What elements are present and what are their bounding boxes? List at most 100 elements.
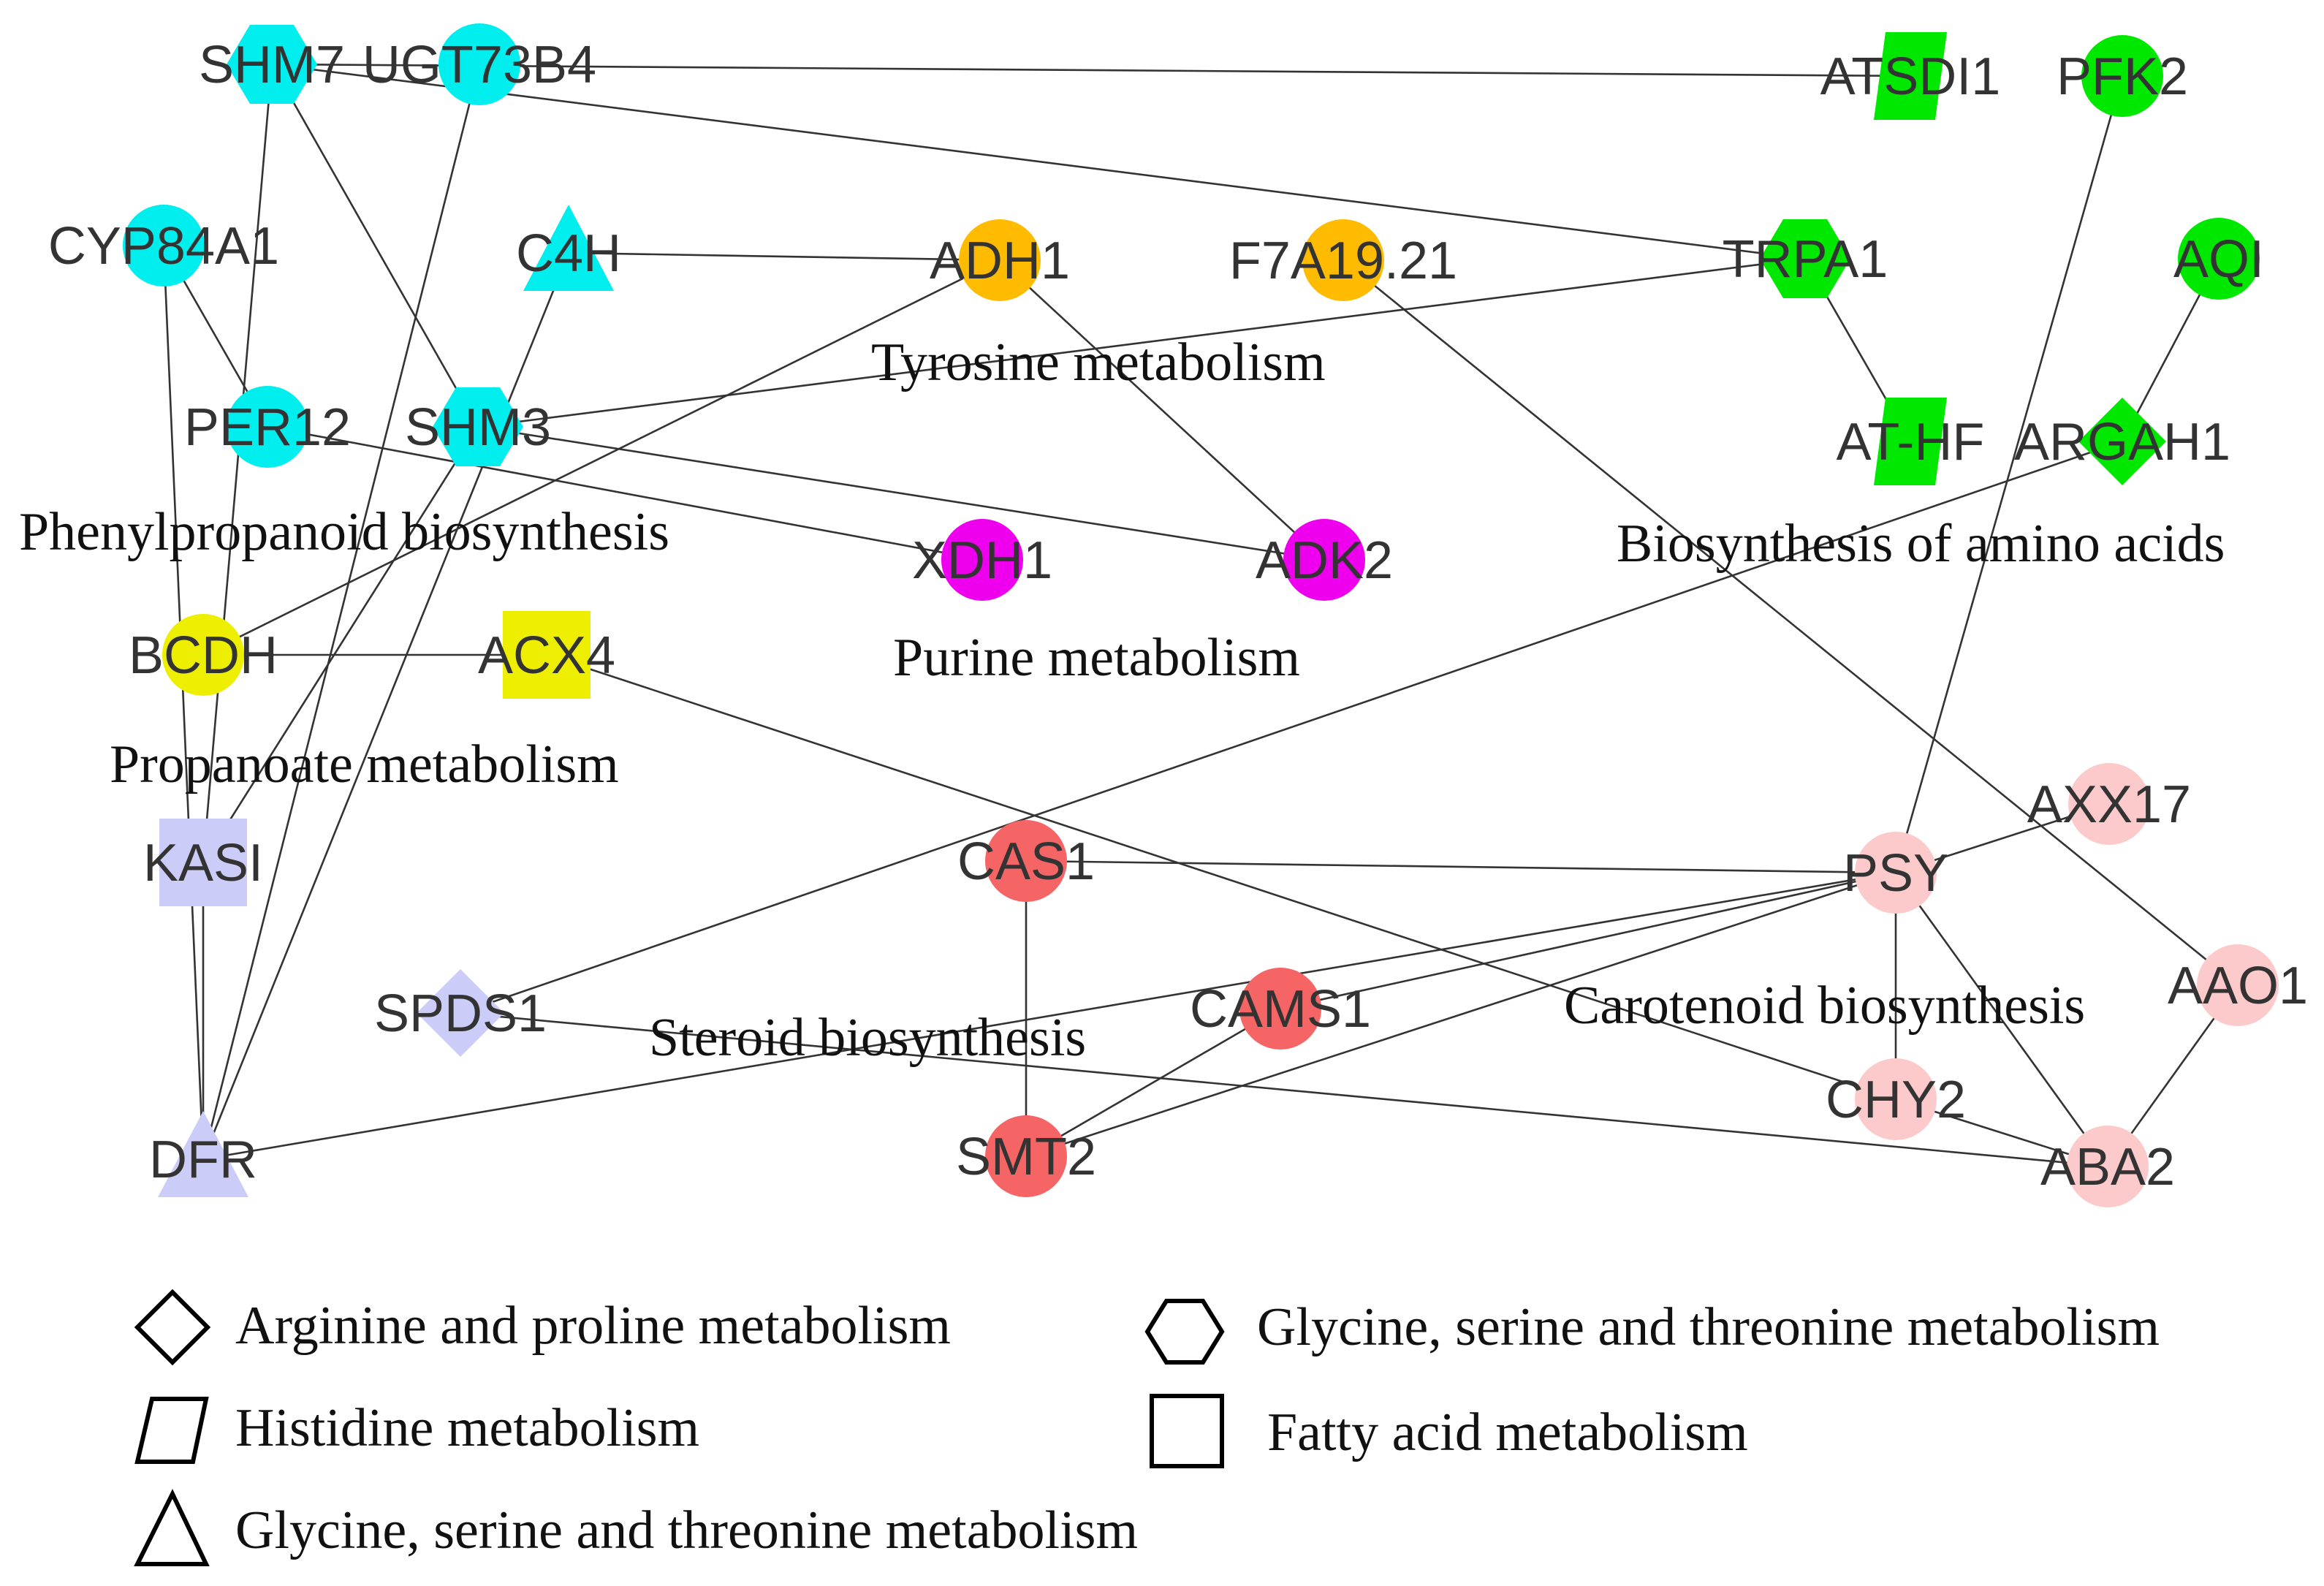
node-f7a19-21-circle-icon <box>1302 219 1384 301</box>
edge-CAMS1-PSY <box>1280 871 1896 1010</box>
pathway-label-tyrosine: Tyrosine metabolism <box>871 333 1326 392</box>
node-c4h-triangle-icon <box>523 205 614 291</box>
legend-label: Fatty acid metabolism <box>1267 1403 1748 1462</box>
node-label-argah1: ARGAH1 <box>2014 413 2230 471</box>
edge-UGT73B4-DFR <box>202 64 481 1160</box>
square-icon <box>1150 1394 1224 1468</box>
edge-SHM3-TRPA1 <box>477 257 1806 428</box>
node-label-ugt73b4: UGT73B4 <box>362 36 596 94</box>
node-dfr-triangle-icon <box>158 1111 248 1197</box>
node-axx17-circle-icon <box>2068 763 2150 845</box>
node-aba2-circle-icon <box>2067 1126 2149 1207</box>
node-cams1-circle-icon <box>1239 968 1321 1050</box>
legend-item-histidine: Histidine metabolism <box>134 1397 699 1464</box>
edge-SHM7-KASI <box>202 64 273 863</box>
node-label-per12: PER12 <box>184 398 351 457</box>
edge-F7A19.21-AAO1 <box>1343 259 2238 987</box>
parallelogram-icon <box>134 1397 209 1464</box>
edge-SMT2-PSY <box>1025 871 1896 1158</box>
edge-ACX4-CHY2 <box>546 653 1896 1101</box>
node-pfk2-circle-icon <box>2081 35 2163 117</box>
node-adk2-circle-icon <box>1283 519 1365 601</box>
node-psy-circle-icon <box>1855 832 1937 914</box>
edge-PER12-XDH1 <box>267 425 983 561</box>
legend-item-arginine-proline: Arginine and proline metabolism <box>134 1289 951 1366</box>
node-aao1-circle-icon <box>2197 944 2279 1026</box>
edge-ADH1-BCDH <box>202 259 1000 656</box>
node-argah1-diamond-icon <box>2078 398 2166 485</box>
node-label-atsdi1: ATSDI1 <box>1820 48 2001 106</box>
node-label-shm3: SHM3 <box>405 398 551 457</box>
edge-ADH1-ADK2 <box>999 259 1325 561</box>
node-xdh1-circle-icon <box>941 519 1023 601</box>
nodes-layer <box>123 23 2279 1207</box>
node-label-at-hf: AT-HF <box>1837 413 1985 471</box>
legend-item-glycine-serine-threonine-hexagon: Glycine, serine and threonine metabolism <box>1144 1297 2160 1365</box>
node-label-trpa1: TRPA1 <box>1723 230 1888 289</box>
node-label-xdh1: XDH1 <box>912 531 1052 590</box>
legend-item-glycine-serine-threonine-triangle: Glycine, serine and threonine metabolism <box>134 1489 1138 1566</box>
node-label-aba2: ABA2 <box>2040 1138 2175 1196</box>
edge-CAS1-PSY <box>1025 860 1896 874</box>
node-ugt73b4-circle-icon <box>438 23 520 105</box>
node-spds1-diamond-icon <box>417 969 504 1057</box>
node-label-acx4: ACX4 <box>478 626 615 685</box>
edge-SHM7-ATSDI1 <box>271 63 1911 77</box>
edge-PSY-ABA2 <box>1894 872 2109 1167</box>
node-per12-circle-icon <box>227 386 308 468</box>
node-acx4-square-icon <box>503 611 591 699</box>
edge-PFK2-PSY <box>1894 75 2124 873</box>
node-label-cas1: CAS1 <box>957 832 1095 891</box>
node-label-chy2: CHY2 <box>1826 1071 1966 1129</box>
node-label-c4h: C4H <box>516 224 621 283</box>
node-chy2-circle-icon <box>1855 1058 1937 1140</box>
node-aqi-circle-icon <box>2178 218 2260 300</box>
node-label-cams1: CAMS1 <box>1190 980 1371 1039</box>
node-trpa1-hexagon-icon <box>1760 219 1850 298</box>
node-at-hf-parallelogram-icon <box>1874 398 1947 485</box>
node-label-pfk2: PFK2 <box>2057 48 2188 106</box>
node-label-bcdh: BCDH <box>129 626 278 685</box>
diamond-icon <box>134 1289 211 1366</box>
node-label-smt2: SMT2 <box>956 1128 1096 1186</box>
node-label-aqi: AQI <box>2173 230 2264 289</box>
node-label-kasi: KASI <box>143 834 263 892</box>
edge-SHM7-TRPA1 <box>271 63 1806 260</box>
node-label-cyp84a1: CYP84A1 <box>48 217 279 276</box>
node-label-aao1: AAO1 <box>2168 957 2308 1015</box>
node-label-adh1: ADH1 <box>930 232 1070 290</box>
legend-label: Arginine and proline metabolism <box>235 1296 951 1356</box>
triangle-icon <box>134 1489 210 1566</box>
edge-SPDS1-ABA2 <box>460 1012 2108 1168</box>
legend-label: Glycine, serine and threonine metabolism <box>235 1500 1138 1560</box>
node-shm3-hexagon-icon <box>433 387 523 466</box>
pathway-label-phenylpropanoid: Phenylpropanoid biosynthesis <box>19 502 669 562</box>
node-cas1-circle-icon <box>985 820 1067 902</box>
edge-CYP84A1-DFR <box>162 245 205 1160</box>
node-smt2-circle-icon <box>985 1115 1067 1197</box>
pathway-label-carotenoid: Carotenoid biosynthesis <box>1564 976 2085 1036</box>
edge-CAMS1-SMT2 <box>1025 1007 1281 1158</box>
node-label-dfr: DFR <box>149 1131 257 1189</box>
edge-SHM3-KASI <box>202 426 479 863</box>
edge-SHM7-SHM3 <box>270 64 479 428</box>
pathway-label-purine: Purine metabolism <box>893 628 1300 688</box>
edge-SPDS1-ARGAH1 <box>460 440 2123 1014</box>
node-label-f7a19-21: F7A19.21 <box>1229 232 1457 290</box>
node-bcdh-circle-icon <box>162 614 244 696</box>
hexagon-icon <box>1144 1299 1225 1365</box>
node-atsdi1-parallelogram-icon <box>1874 32 1947 120</box>
node-labels-layer: SHM7 UGT73B4 CYP84A1 C4H PER12 SHM3 ADH1 F7A19.… <box>48 36 2308 1196</box>
pathway-label-steroid: Steroid biosynthesis <box>649 1008 1086 1068</box>
node-shm7-hexagon-icon <box>227 25 317 104</box>
pathway-label-amino-acids: Biosynthesis of amino acids <box>1617 514 2225 574</box>
edge-C4H-ADH1 <box>568 251 1000 262</box>
legend-label: Glycine, serine and threonine metabolism <box>1257 1297 2160 1357</box>
node-cyp84a1-circle-icon <box>123 205 205 287</box>
node-label-psy: PSY <box>1843 844 1948 903</box>
node-label-axx17: AXX17 <box>2027 775 2191 834</box>
edge-DFR-PSY <box>202 871 1896 1161</box>
legend-item-fatty-acid: Fatty acid metabolism <box>1150 1394 1748 1468</box>
legend-label: Histidine metabolism <box>235 1398 699 1458</box>
